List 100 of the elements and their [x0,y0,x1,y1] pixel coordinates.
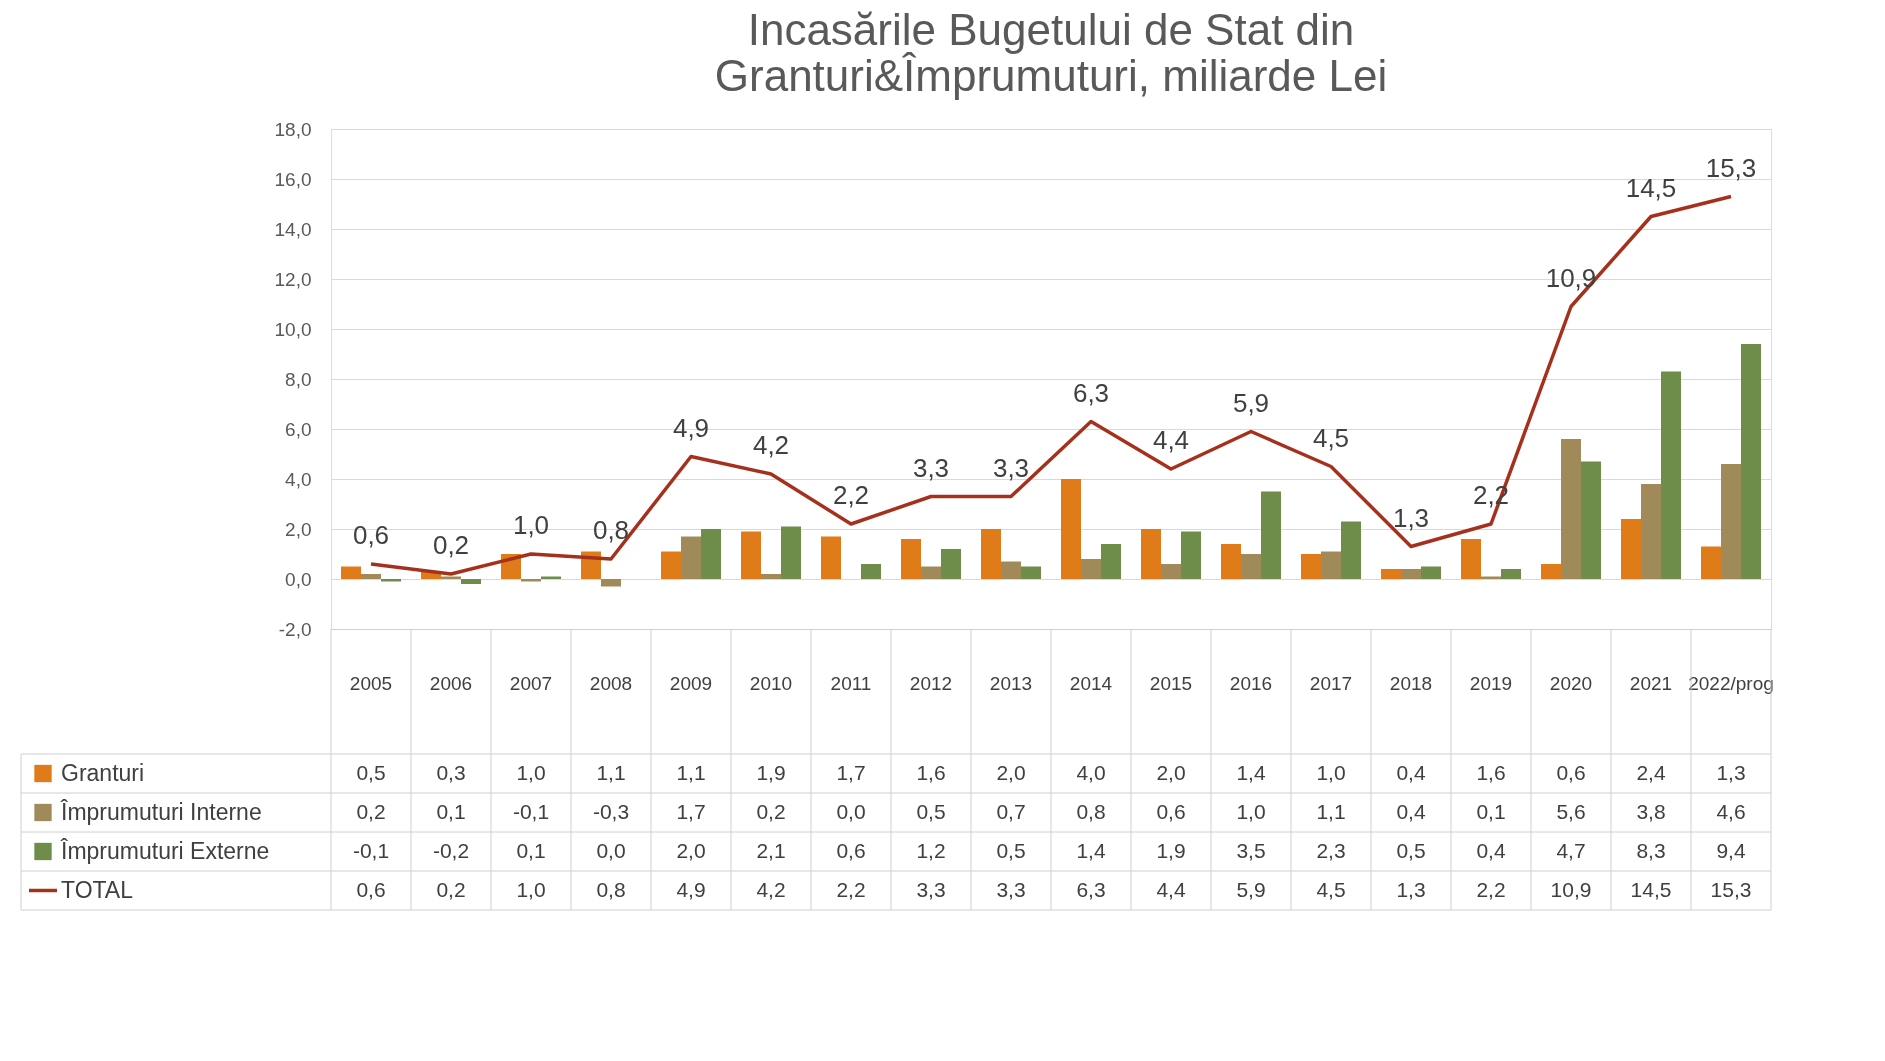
data-label: 0,2 [756,799,786,823]
y-tick-label: 0,0 [285,568,312,590]
bar [1101,544,1121,579]
x-tick-label: 2019 [1469,672,1513,694]
data-label: 1,9 [756,760,786,784]
data-label: 0,5 [916,799,946,823]
bar [1081,559,1101,579]
text: 10,9 [1545,262,1597,293]
bar [361,574,381,579]
bar [741,531,761,579]
bar [1561,439,1581,579]
data-label: 2,0 [996,760,1026,784]
y-tick-label: 6,0 [285,418,312,440]
data-label: 2,0 [676,838,706,862]
legend-label: Împrumuturi Interne [60,798,262,825]
bar [1341,521,1361,579]
data-label: 0,0 [596,838,626,862]
data-label: 8,3 [1636,838,1666,862]
x-tick-label: 2016 [1229,672,1273,694]
bar [1741,344,1761,579]
bar [1641,484,1661,579]
data-label: 4,4 [1156,877,1186,901]
data-label: 1,3 [1716,760,1746,784]
data-label: 0,6 [356,877,386,901]
bar [1261,491,1281,579]
x-tick-label: 2008 [589,672,633,694]
bar [1001,561,1021,579]
data-label: 0,2 [436,877,466,901]
bar [941,549,961,579]
data-label: 1,1 [676,760,706,784]
data-label: 1,0 [516,760,546,784]
data-label: 1,7 [836,760,866,784]
text: 1,0 [512,510,550,540]
text: 15,3 [1705,152,1757,183]
data-label: 0,5 [996,838,1026,862]
data-label: 1,0 [1236,799,1266,823]
data-label: 9,4 [1716,838,1746,862]
text: 14,5 [1625,172,1677,203]
bar [1581,461,1601,579]
y-tick-label: 8,0 [285,368,312,390]
data-label: 1,9 [1156,838,1186,862]
y-tick-label: 2,0 [285,518,312,540]
text: 4,2 [752,430,790,460]
bar [381,579,401,582]
y-tick-label: -2,0 [278,618,312,640]
data-label: -0,1 [512,799,550,823]
text: 4,9 [672,412,710,443]
bar [521,579,541,582]
data-label: 0,8 [596,877,626,901]
data-label: 0,4 [1396,799,1426,823]
data-label: 0,4 [1396,760,1426,784]
x-tick-label: 2005 [349,672,393,694]
x-tick-label: 2021 [1629,672,1673,694]
x-tick-label: 2009 [669,672,713,694]
data-label: 3,3 [996,877,1026,901]
x-tick-label: 2011 [830,672,872,694]
data-label: -0,2 [432,838,470,862]
data-label: 2,2 [836,877,866,901]
data-label: 5,6 [1556,799,1586,823]
data-label: 0,1 [1476,799,1506,823]
x-tick-label: 2020 [1549,672,1593,694]
data-label: 15,3 [1710,877,1752,901]
data-label: 0,1 [516,838,546,862]
data-label: 1,1 [1316,799,1346,823]
text: 3,3 [992,452,1030,483]
x-tick-label: 2012 [909,672,953,694]
x-tick-label: 2007 [509,672,553,694]
data-label: 1,2 [916,838,946,862]
data-label: 1,4 [1236,760,1266,784]
data-label: 3,8 [1636,799,1666,823]
bar [1241,554,1261,579]
bar [1721,464,1741,579]
data-label: 4,5 [1316,877,1346,901]
data-label: 2,3 [1316,838,1346,862]
bar [761,574,781,579]
bar [1181,531,1201,579]
data-label: 2,1 [756,838,786,862]
x-tick-label: 2018 [1389,672,1433,694]
y-tick-label: 18,0 [274,118,312,140]
data-label: 0,6 [836,838,866,862]
x-tick-label: 2017 [1309,672,1353,694]
text: 3,3 [912,452,950,483]
data-label: -0,1 [352,838,390,862]
bar [1021,566,1041,579]
y-tick-label: 16,0 [274,168,312,190]
bar [781,526,801,579]
data-label: 0,4 [1476,838,1506,862]
bar [1461,539,1481,579]
data-label: 1,1 [596,760,626,784]
y-tick-label: 10,0 [274,318,312,340]
data-label: 10,9 [1550,877,1592,901]
text: 6,3 [1072,377,1110,408]
y-tick-label: 12,0 [274,268,312,290]
data-label: 14,5 [1630,877,1672,901]
legend-label: TOTAL [61,876,134,903]
bar [1401,569,1421,579]
data-label: 0,3 [436,760,466,784]
bar [921,566,941,579]
bar [1421,566,1441,579]
bar [1141,529,1161,579]
